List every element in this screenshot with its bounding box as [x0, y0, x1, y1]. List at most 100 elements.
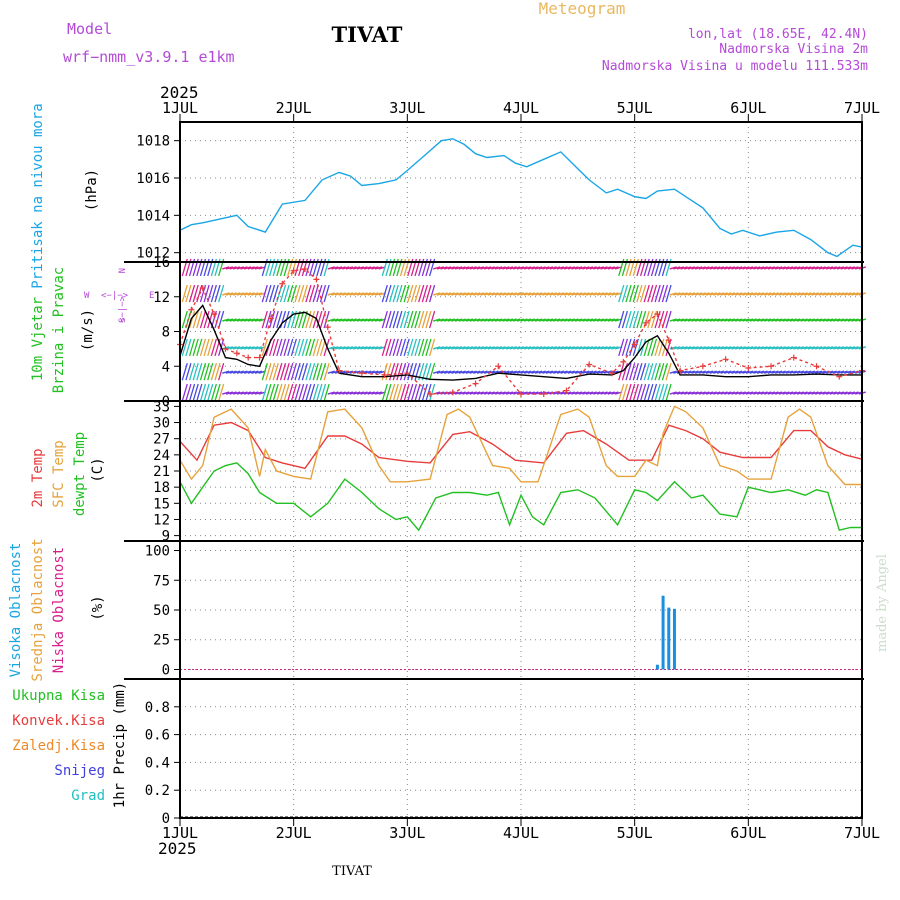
- wind-barb: [218, 383, 225, 402]
- wind-barb: [563, 292, 572, 296]
- wind-barb: [625, 310, 632, 329]
- wind-barb: [684, 346, 692, 350]
- wind-barb: [709, 266, 717, 270]
- wind-barb: [433, 370, 441, 374]
- wind-barb: [218, 284, 225, 303]
- wind-barb: [673, 266, 681, 270]
- wind-barb: [331, 370, 339, 374]
- wind-barb: [214, 284, 221, 303]
- wind-barb: [582, 391, 590, 395]
- wind-barb: [600, 318, 608, 322]
- wind-barb: [181, 310, 188, 329]
- wind-barb: [844, 318, 852, 322]
- wind-barb: [509, 318, 517, 322]
- wind-barb: [203, 383, 210, 402]
- wind-barb: [268, 310, 276, 329]
- wind-barb: [578, 292, 586, 296]
- wind-barb: [516, 266, 525, 270]
- wind-barb: [505, 266, 514, 270]
- wind-barb: [516, 318, 525, 322]
- wind-barb: [814, 292, 823, 296]
- wind-barb: [458, 346, 466, 350]
- wind-barb: [738, 266, 746, 270]
- wind-barb: [232, 370, 241, 374]
- wind-barb: [756, 370, 765, 374]
- wind-barb: [476, 318, 485, 322]
- wind-barb: [636, 284, 643, 303]
- wind-barb: [392, 338, 399, 357]
- wind-barb: [421, 284, 428, 303]
- wind-barb: [756, 292, 765, 296]
- wind-barb: [687, 266, 696, 270]
- wind-barb: [818, 346, 827, 350]
- wind-barb: [418, 338, 425, 357]
- wind-barb: [399, 310, 407, 329]
- wind-barb: [825, 391, 834, 395]
- wind-barb: [553, 266, 561, 270]
- wind-barb: [294, 363, 301, 381]
- wind-barb: [436, 292, 445, 296]
- wind-barb: [225, 391, 234, 395]
- wind-barb: [454, 370, 463, 374]
- wind-barb: [425, 338, 432, 357]
- wind-barb: [480, 370, 488, 374]
- wind-gust-marker: [279, 280, 286, 287]
- wind-barb: [469, 318, 477, 322]
- wind-barb: [607, 391, 616, 395]
- wind-barb: [349, 266, 357, 270]
- wind-barb: [720, 266, 728, 270]
- wind-barb: [698, 318, 706, 322]
- wind-barb: [684, 266, 692, 270]
- wind-barb: [734, 292, 743, 296]
- wind-barb: [603, 266, 612, 270]
- wind-barb: [222, 391, 230, 395]
- wind-barb: [676, 346, 685, 350]
- wind-barb: [789, 318, 797, 322]
- wind-barb: [596, 318, 605, 322]
- wind-barb: [774, 318, 783, 322]
- wind-barb: [425, 310, 432, 329]
- wind-barb: [207, 338, 214, 357]
- wind-barb: [749, 292, 757, 296]
- wind-barb: [338, 266, 346, 270]
- wind-barb: [301, 284, 308, 303]
- wind-barb: [185, 363, 192, 381]
- wind-barb: [534, 318, 543, 322]
- wind-barb: [650, 338, 658, 357]
- wind-barb: [836, 292, 845, 296]
- wind-barb: [240, 391, 248, 395]
- wind-barb: [698, 346, 706, 350]
- wind-barb: [345, 318, 354, 322]
- cloud-bar: [655, 664, 659, 670]
- wind-barb: [487, 292, 496, 296]
- wind-barb: [789, 292, 797, 296]
- wind-barb: [687, 318, 696, 322]
- wind-barb: [451, 266, 459, 270]
- wind-barb: [836, 318, 845, 322]
- wind-barb: [567, 370, 576, 374]
- wind-barb: [596, 391, 605, 395]
- wind-barb: [814, 318, 823, 322]
- wind-barb: [713, 318, 721, 322]
- wind-barb: [254, 346, 263, 350]
- wind-barb: [553, 370, 561, 374]
- wind-barb: [807, 370, 816, 374]
- wind-barb: [491, 292, 499, 296]
- wind-barb: [818, 370, 827, 374]
- wind-barb: [669, 266, 677, 270]
- wind-barb: [611, 266, 619, 270]
- wind-barb: [251, 346, 259, 350]
- wind-barb: [265, 383, 272, 402]
- wind-barb: [531, 318, 539, 322]
- cloud-bar: [672, 608, 676, 670]
- x-tick-label-bottom: 7JUL: [844, 824, 880, 842]
- wind-barb: [796, 391, 805, 395]
- wind-barb: [789, 266, 797, 270]
- wind-barb: [268, 284, 276, 303]
- cloud-ytick-label: 25: [153, 633, 170, 649]
- wind-gust-marker: [302, 265, 309, 272]
- wind-gust-marker: [233, 350, 240, 357]
- wind-barb: [410, 284, 418, 303]
- wind-barb: [665, 383, 672, 402]
- x-tick-label-bottom: 4JUL: [503, 824, 539, 842]
